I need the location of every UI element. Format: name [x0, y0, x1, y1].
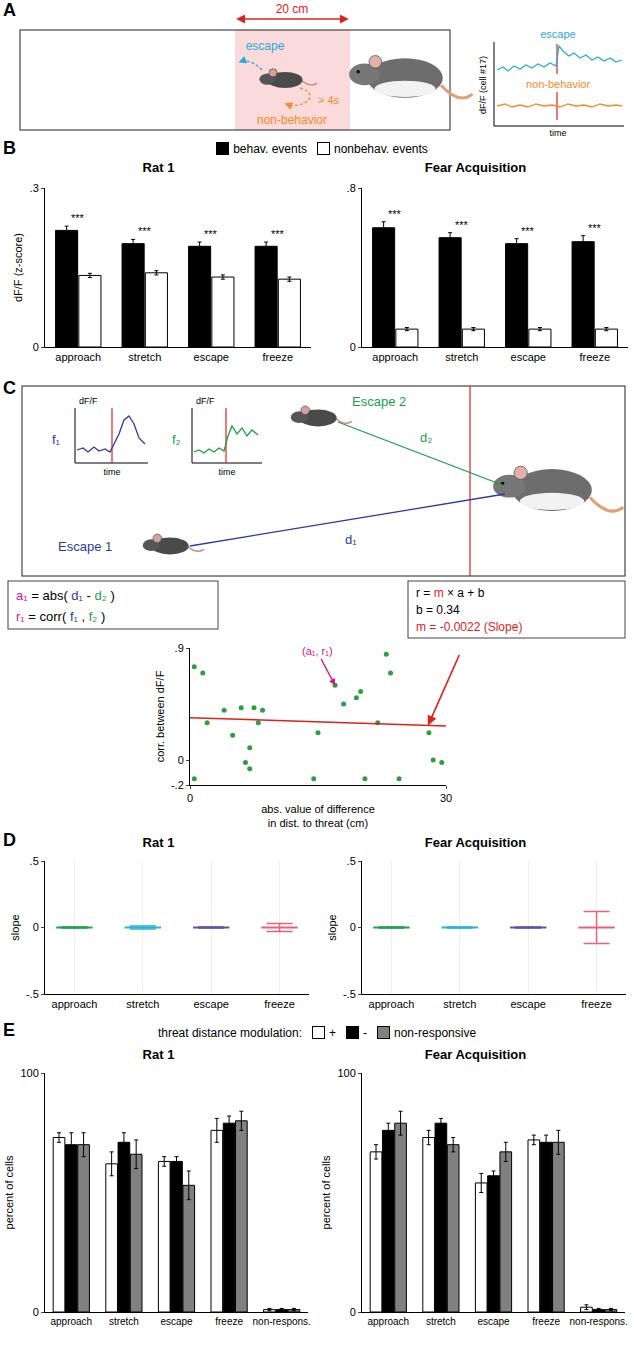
html-text:A: A — [3, 0, 16, 20]
svg-text:.8: .8 — [347, 182, 356, 194]
svg-text:20 cm: 20 cm — [276, 2, 309, 16]
svg-text:.3: .3 — [30, 182, 39, 194]
svg-text:escape: escape — [511, 351, 546, 363]
svg-text:0: 0 — [178, 754, 184, 766]
svg-text:percent of cells: percent of cells — [3, 1155, 15, 1229]
svg-text:m = -0.0022 (Slope): m = -0.0022 (Slope) — [416, 620, 522, 634]
svg-text:stretch: stretch — [109, 1316, 139, 1327]
svg-text:non-behavior: non-behavior — [257, 113, 327, 127]
svg-text:0: 0 — [350, 341, 356, 353]
svg-text:dF/F (cell #17): dF/F (cell #17) — [478, 56, 488, 114]
svg-text:a₁ = abs( d₁ - d₂ ): a₁ = abs( d₁ - d₂ ) — [16, 588, 115, 603]
svg-text:time: time — [103, 467, 120, 477]
svg-text:***: *** — [204, 228, 218, 240]
svg-text:percent of cells: percent of cells — [320, 1155, 332, 1229]
svg-text:***: *** — [455, 219, 469, 231]
svg-text:approach: approach — [369, 998, 415, 1010]
svg-text:stretch: stretch — [445, 351, 478, 363]
svg-text:approach: approach — [50, 1316, 92, 1327]
svg-text:escape: escape — [477, 1316, 510, 1327]
svg-text:***: *** — [588, 222, 602, 234]
svg-text:30: 30 — [440, 792, 452, 804]
svg-text:Fear Acquisition: Fear Acquisition — [425, 835, 526, 850]
svg-text:Fear Acquisition: Fear Acquisition — [425, 1047, 526, 1062]
svg-text:0: 0 — [33, 341, 39, 353]
svg-text:non-behavior: non-behavior — [526, 78, 591, 90]
html-text:behav. events: behav. events — [233, 142, 307, 156]
svg-text:-.5: -.5 — [26, 988, 39, 1000]
html-text:B: B — [3, 138, 16, 158]
svg-text:100: 100 — [20, 1067, 38, 1079]
svg-text:freeze: freeze — [581, 998, 612, 1010]
svg-text:.9: .9 — [175, 642, 184, 654]
html-text:C: C — [3, 378, 16, 398]
svg-text:0: 0 — [187, 792, 193, 804]
svg-text:Rat 1: Rat 1 — [143, 835, 175, 850]
svg-text:dF/F (z-score): dF/F (z-score) — [12, 233, 24, 302]
svg-text:time: time — [549, 128, 566, 138]
svg-text:approach: approach — [52, 998, 98, 1010]
svg-text:r = m × a + b: r = m × a + b — [416, 586, 485, 600]
svg-text:non-respons.: non-respons. — [570, 1316, 628, 1327]
svg-text:escape: escape — [540, 28, 575, 40]
svg-text:stretch: stretch — [426, 1316, 456, 1327]
svg-text:escape: escape — [510, 998, 545, 1010]
svg-text:-.2: -.2 — [171, 779, 184, 791]
svg-text:0: 0 — [33, 921, 39, 933]
svg-text:stretch: stretch — [128, 351, 161, 363]
svg-text:freeze: freeze — [215, 1316, 243, 1327]
svg-text:***: *** — [71, 212, 85, 224]
svg-text:freeze: freeze — [262, 351, 293, 363]
svg-text:***: *** — [138, 225, 152, 237]
svg-text:escape: escape — [160, 1316, 193, 1327]
svg-text:Rat 1: Rat 1 — [143, 1047, 175, 1062]
svg-text:corr. between dF/F: corr. between dF/F — [154, 670, 166, 762]
svg-text:freeze: freeze — [264, 998, 295, 1010]
svg-text:r₁ = corr( f₁ , f₂ ): r₁ = corr( f₁ , f₂ ) — [16, 609, 105, 624]
svg-text:***: *** — [388, 208, 402, 220]
svg-text:b = 0.34: b = 0.34 — [416, 603, 460, 617]
svg-text:***: *** — [271, 228, 285, 240]
html-text:threat distance modulation:: threat distance modulation: — [157, 1026, 302, 1040]
svg-text:freeze: freeze — [532, 1316, 560, 1327]
svg-text:100: 100 — [337, 1067, 355, 1079]
html-text:non-responsive: non-responsive — [394, 1026, 477, 1040]
svg-text:Escape 1: Escape 1 — [58, 539, 112, 554]
svg-text:f₂: f₂ — [172, 432, 181, 447]
svg-text:abs. value of differencein dis: abs. value of differencein dist. to thre… — [261, 803, 375, 829]
svg-text:.5: .5 — [30, 855, 39, 867]
svg-text:escape: escape — [193, 998, 228, 1010]
svg-text:> 4s: > 4s — [318, 94, 340, 106]
svg-text:d₂: d₂ — [420, 430, 432, 445]
html-text:E: E — [3, 1020, 15, 1040]
svg-text:freeze: freeze — [579, 351, 610, 363]
svg-text:escape: escape — [246, 39, 285, 53]
svg-text:Escape 2: Escape 2 — [352, 394, 406, 409]
svg-text:approach: approach — [367, 1316, 409, 1327]
svg-text:0: 0 — [33, 1306, 39, 1318]
svg-text:0: 0 — [350, 1306, 356, 1318]
svg-text:dF/F: dF/F — [196, 396, 215, 406]
svg-text:time: time — [218, 467, 235, 477]
svg-text:.5: .5 — [347, 855, 356, 867]
svg-text:slope: slope — [326, 914, 338, 940]
svg-text:-.5: -.5 — [343, 988, 356, 1000]
svg-text:approach: approach — [372, 351, 418, 363]
svg-text:escape: escape — [194, 351, 229, 363]
svg-text:stretch: stretch — [443, 998, 476, 1010]
html-text:D: D — [3, 830, 16, 850]
svg-text:Rat 1: Rat 1 — [143, 160, 175, 175]
svg-text:f₁: f₁ — [52, 432, 61, 447]
svg-text:***: *** — [521, 225, 535, 237]
svg-text:slope: slope — [9, 914, 21, 940]
svg-text:(a₁, r₁): (a₁, r₁) — [302, 645, 333, 657]
svg-text:dF/F: dF/F — [79, 396, 98, 406]
html-text:nonbehav. events: nonbehav. events — [334, 142, 428, 156]
svg-text:Fear Acquisition: Fear Acquisition — [425, 160, 526, 175]
svg-text:non-respons.: non-respons. — [253, 1316, 311, 1327]
svg-text:stretch: stretch — [126, 998, 159, 1010]
svg-text:d₁: d₁ — [345, 532, 357, 547]
svg-text:0: 0 — [350, 921, 356, 933]
svg-text:approach: approach — [55, 351, 101, 363]
